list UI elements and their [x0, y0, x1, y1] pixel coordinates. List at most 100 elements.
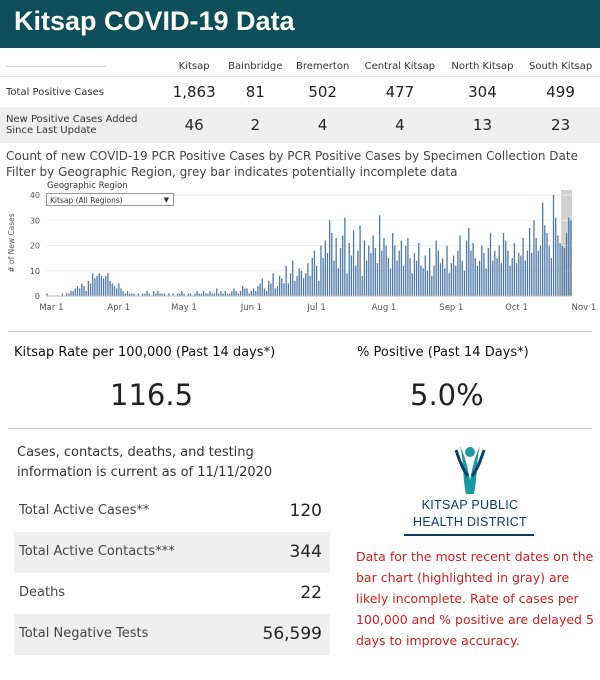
bar [85, 290, 87, 296]
x-tick-label: Jul 1 [306, 303, 325, 313]
summary-corner [0, 56, 167, 77]
bar [531, 253, 533, 296]
bar [318, 280, 320, 296]
bar [378, 215, 381, 296]
bar [392, 232, 394, 296]
row-label-line1: New Positive Cases Added [6, 114, 138, 125]
row-label: New Positive Cases Added Since Last Updat… [0, 107, 167, 143]
bar [102, 278, 105, 296]
bar [126, 290, 129, 296]
bar [339, 248, 342, 296]
bar [542, 202, 544, 296]
cell-value: 502 [289, 76, 357, 107]
rate-label: Kitsap Rate per 100,000 (Past 14 days*) [14, 345, 276, 360]
cell-value: 477 [356, 76, 444, 107]
cell-value: 499 [521, 76, 600, 107]
bar [387, 258, 389, 296]
bar [326, 253, 329, 296]
bar [381, 250, 383, 296]
bar [155, 293, 157, 296]
summary-header-row: Kitsap Bainbridge Bremerton Central Kits… [0, 56, 600, 77]
column-header: Central Kitsap [364, 60, 436, 72]
bar [557, 235, 559, 296]
info-text: Cases, contacts, deaths, and testing inf… [17, 445, 273, 480]
bar [437, 250, 439, 296]
bar [279, 275, 281, 296]
x-tick-label: Sep 1 [439, 303, 463, 313]
bar [428, 248, 431, 296]
bar [555, 217, 557, 296]
bar [183, 293, 185, 296]
data-note: Data for the most recent dates on the ba… [356, 549, 594, 648]
bar [355, 265, 357, 296]
bar [400, 240, 403, 296]
bar [474, 258, 476, 296]
page-title: Kitsap COVID-19 Data [14, 6, 295, 36]
bar [129, 293, 131, 296]
bar [255, 290, 257, 296]
bar [202, 290, 205, 296]
bar [72, 290, 74, 296]
bar [409, 258, 411, 296]
bar [328, 220, 331, 296]
filter-label: Geographic Region [47, 181, 128, 191]
bar [478, 260, 481, 296]
health-district-logo-icon [454, 446, 486, 494]
bar [263, 288, 266, 296]
bar [402, 265, 405, 296]
bar [407, 237, 409, 296]
bar [152, 290, 155, 296]
bar [189, 293, 192, 296]
bar [524, 260, 526, 296]
bar [237, 293, 240, 296]
cell-value: 4 [356, 107, 444, 143]
bar [131, 293, 133, 296]
bar [194, 293, 196, 296]
bar [346, 273, 348, 296]
bar [115, 288, 118, 296]
bar [113, 285, 116, 296]
bar [252, 288, 255, 296]
bar [313, 250, 316, 296]
logo-line2: HEALTH DISTRICT [413, 515, 527, 529]
bar [172, 293, 174, 296]
column-header: Bremerton [296, 60, 350, 72]
bar [426, 270, 429, 296]
bar [265, 290, 268, 296]
bar [539, 245, 542, 296]
bar [270, 283, 272, 296]
bar [92, 273, 94, 296]
column-header: North Kitsap [451, 60, 514, 72]
bar [570, 220, 572, 296]
cell-value: 81 [221, 76, 290, 107]
bar [359, 225, 361, 296]
bar [352, 230, 355, 296]
bar [205, 293, 207, 296]
bar [459, 235, 461, 296]
bar [289, 273, 292, 296]
stat-label: Total Active Contacts*** [19, 544, 175, 559]
bar [148, 293, 150, 296]
bar [433, 265, 435, 296]
bar [287, 283, 290, 296]
bar [348, 243, 350, 296]
bar [161, 293, 163, 296]
bar [526, 250, 529, 296]
column-header: South Kitsap [529, 60, 593, 72]
bar [285, 265, 287, 296]
x-tick-label: May 1 [171, 303, 197, 313]
bar [187, 293, 190, 296]
stat-row: Total Negative Tests 56,599 [14, 614, 330, 655]
region-filter-select[interactable]: Kitsap (All Regions) ▼ [46, 193, 174, 206]
bar [144, 293, 146, 296]
bar [311, 258, 313, 296]
bar [181, 290, 183, 296]
cell-value: 1,863 [167, 76, 222, 107]
bar [320, 245, 322, 296]
bar [229, 293, 231, 296]
total-positive-row: Total Positive Cases 1,863 81 502 477 30… [0, 76, 600, 107]
bar [74, 288, 76, 296]
bar [422, 268, 424, 296]
bar [79, 288, 81, 296]
bar [96, 275, 98, 296]
